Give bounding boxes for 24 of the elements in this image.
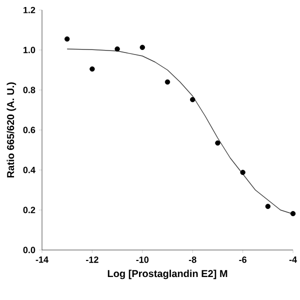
y-tick-label: 0.2 bbox=[23, 206, 36, 214]
point bbox=[240, 170, 246, 175]
point bbox=[215, 140, 220, 146]
point bbox=[265, 204, 270, 209]
y-axis-title: Ratio 665/620 (A. U.) bbox=[6, 82, 16, 178]
y-tick-label: 1.2 bbox=[24, 6, 36, 14]
point bbox=[140, 44, 145, 50]
y-tick-label: 1.0 bbox=[24, 46, 36, 54]
y-tick-label: 0.4 bbox=[23, 166, 36, 174]
x-axis-title: Log [Prostaglandin E2] M bbox=[108, 270, 228, 280]
x-tick-label: -14 bbox=[36, 256, 48, 263]
x-tick-label: -6 bbox=[239, 256, 246, 263]
y-tick-label: 0.0 bbox=[23, 246, 36, 254]
x-tick-label: -8 bbox=[188, 256, 196, 263]
y-tick-label: 0.8 bbox=[23, 86, 36, 94]
point bbox=[64, 36, 70, 42]
x-tick-label: -4 bbox=[289, 256, 297, 263]
point bbox=[90, 66, 95, 72]
y-tick-label: 0.6 bbox=[23, 126, 36, 134]
x-tick-label: -10 bbox=[136, 256, 149, 263]
x-tick-label: -12 bbox=[86, 256, 98, 263]
point bbox=[114, 46, 120, 52]
point bbox=[190, 97, 196, 102]
point bbox=[164, 79, 170, 85]
